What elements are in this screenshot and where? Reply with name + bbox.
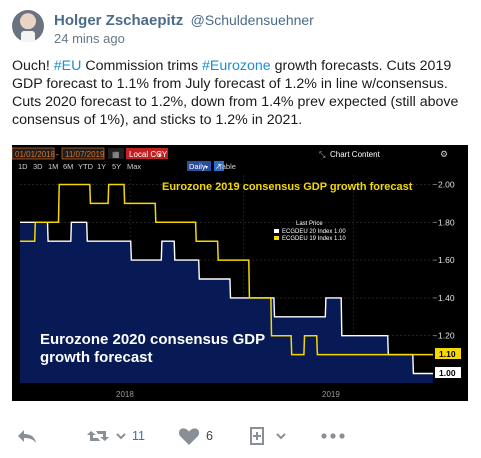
last-value-2020: 1.00 [439,368,456,378]
list-chevron-icon[interactable] [276,431,286,441]
chart-content-icon: ⤡ [319,150,326,159]
period-buttons: 1D 3D 1M 6M YTD 1Y 5Y Max [18,162,141,171]
y-tick-label: 1.40 [438,293,455,303]
y-tick-label: 2.00 [438,179,455,189]
tweet-header: Holger Zschaepitz @Schuldensuehner 24 mi… [12,10,472,50]
period-button-ytd[interactable]: YTD [78,162,94,171]
y-tick-label: 1.60 [438,255,455,265]
frequency-chevron-icon: ▾ [205,165,208,171]
timestamp[interactable]: 24 mins ago [54,31,125,46]
avatar[interactable] [12,10,44,42]
legend-swatch-2019 [274,236,279,240]
date-separator: - [56,150,59,159]
title-2020-line1: Eurozone 2020 consensus GDP [40,331,265,348]
frequency-select[interactable] [187,161,211,171]
legend-swatch-2020 [274,229,279,233]
reply-icon [18,430,36,443]
tweet-text-part: Commission trims [81,58,203,74]
x-tick-2019: 2019 [322,390,340,399]
retweet-chevron-icon[interactable] [116,431,126,441]
series-area-2020 [20,222,433,383]
tweet-text-part: Ouch! [12,58,54,74]
like-button[interactable]: 6 [178,424,213,448]
retweet-button[interactable]: 11 [86,424,145,448]
heart-icon [178,427,200,445]
currency-chevron-icon: ▾ [158,152,162,159]
author-line: Holger Zschaepitz @Schuldensuehner [54,12,314,30]
chart-type-button[interactable] [214,161,224,171]
tweet-text: Ouch! #EU Commission trims #Eurozone gro… [12,57,474,129]
last-value-2019: 1.10 [439,349,456,359]
y-axis: 2.00 1.80 1.60 1.40 1.20 [433,179,455,341]
gear-icon[interactable]: ⚙ [440,149,448,159]
like-count: 6 [206,429,213,443]
legend-entry-2020: ECGDEU 20 Index 1.00 [282,229,346,235]
y-tick-label: 1.20 [438,331,455,341]
date-to: 11/07/2019 [65,150,105,159]
retweet-count: 11 [132,429,145,443]
period-button-1d[interactable]: 1D [18,162,28,171]
x-tick-2018: 2018 [116,390,134,399]
calendar-icon: ▦ [112,150,120,159]
date-from-field[interactable] [12,147,55,160]
series-line-2019 [20,183,433,356]
date-from: 01/01/2018 [15,150,56,159]
author-name[interactable]: Holger Zschaepitz [54,12,184,29]
legend-entry-2019: ECGDEU 19 Index 1.10 [282,236,346,242]
author-handle[interactable]: @Schuldensuehner [190,12,314,28]
period-button-6m[interactable]: 6M [63,162,73,171]
tweet-text-part: growth forecasts. Cuts 2019 GDP forecast… [12,58,459,128]
line-chart-icon: ↗ [215,162,222,171]
period-button-1m[interactable]: 1M [48,162,58,171]
y-tick-label: 1.80 [438,217,455,227]
last-value-badge-2020 [435,367,461,378]
reply-button[interactable] [16,424,38,448]
chart-content-label[interactable]: Chart Content [330,150,381,159]
legend-title: Last Price [296,221,323,227]
retweet-icon [87,431,109,441]
period-button-5y[interactable]: 5Y [112,162,121,171]
hashtag-eu[interactable]: #EU [53,58,82,74]
hashtag-eurozone[interactable]: #Eurozone [202,58,271,74]
table-label[interactable]: Table [218,162,236,171]
date-to-field[interactable] [61,147,105,160]
currency-select[interactable] [126,148,168,159]
chart-svg: 01/01/2018 - 11/07/2019 ▦ Local CCY ▾ ⤡ … [12,145,468,401]
more-dots-icon [321,433,345,439]
chart-image[interactable]: 01/01/2018 - 11/07/2019 ▦ Local CCY ▾ ⤡ … [12,145,468,401]
period-button-max[interactable]: Max [127,162,141,171]
action-bar: 11 6 [0,424,481,450]
calendar-button[interactable] [108,148,124,159]
title-2020-line2: growth forecast [40,349,153,366]
title-2019: Eurozone 2019 consensus GDP growth forec… [162,181,413,193]
period-button-3d[interactable]: 3D [33,162,43,171]
add-to-list-button[interactable] [248,424,286,448]
more-button[interactable] [320,424,346,448]
series-line-2020 [20,221,433,375]
period-button-1y[interactable]: 1Y [97,162,106,171]
frequency-label: Daily [189,162,206,171]
currency-label: Local CCY [129,150,168,159]
bookmark-plus-icon [250,427,264,445]
last-value-badge-2019 [435,348,461,359]
